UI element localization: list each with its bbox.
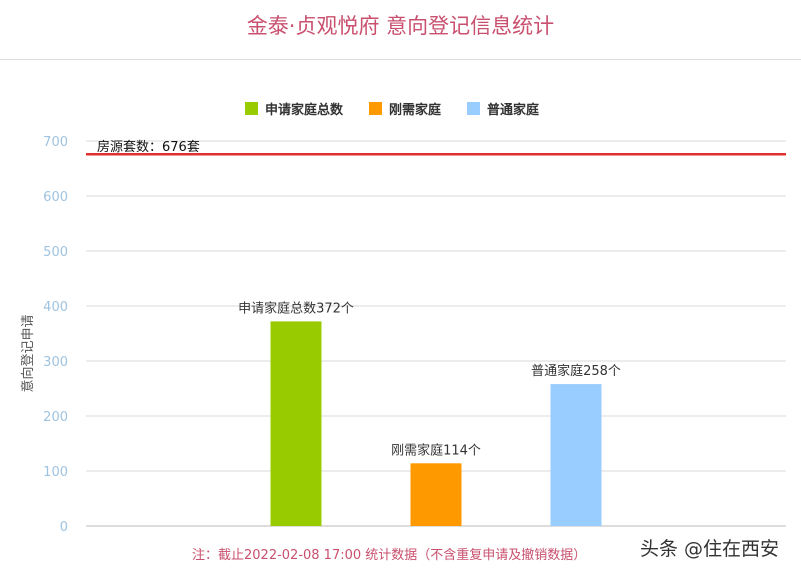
bar [410,463,462,526]
legend-swatch [245,102,258,115]
footnote: 注：截止2022-02-08 17:00 统计数据（不含重复申请及撤销数据） [192,548,587,563]
legend-swatch [369,102,382,115]
reference-line-label: 房源套数：676套 [97,139,200,155]
y-tick-label: 600 [43,190,68,205]
page-title: 金泰·贞观悦府 意向登记信息统计 [246,14,555,38]
y-tick-label: 200 [43,410,68,425]
bar [270,321,322,526]
y-tick-label: 0 [60,520,68,535]
watermark: 头条 @住在西安 [640,538,780,560]
legend-label: 普通家庭 [487,102,540,118]
bar [550,384,602,526]
y-tick-label: 300 [43,355,68,370]
y-tick-label: 100 [43,465,68,480]
divider [0,59,801,60]
legend-swatch [467,102,480,115]
legend-label: 申请家庭总数 [265,102,344,118]
y-tick-label: 700 [43,135,68,150]
data-label: 普通家庭258个 [531,363,621,379]
legend-label: 刚需家庭 [389,102,442,118]
y-tick-label: 400 [43,300,68,315]
y-tick-label: 500 [43,245,68,260]
data-label: 刚需家庭114个 [391,442,481,458]
data-label: 申请家庭总数372个 [238,300,354,316]
y-axis-label: 意向登记申请 [20,314,36,392]
